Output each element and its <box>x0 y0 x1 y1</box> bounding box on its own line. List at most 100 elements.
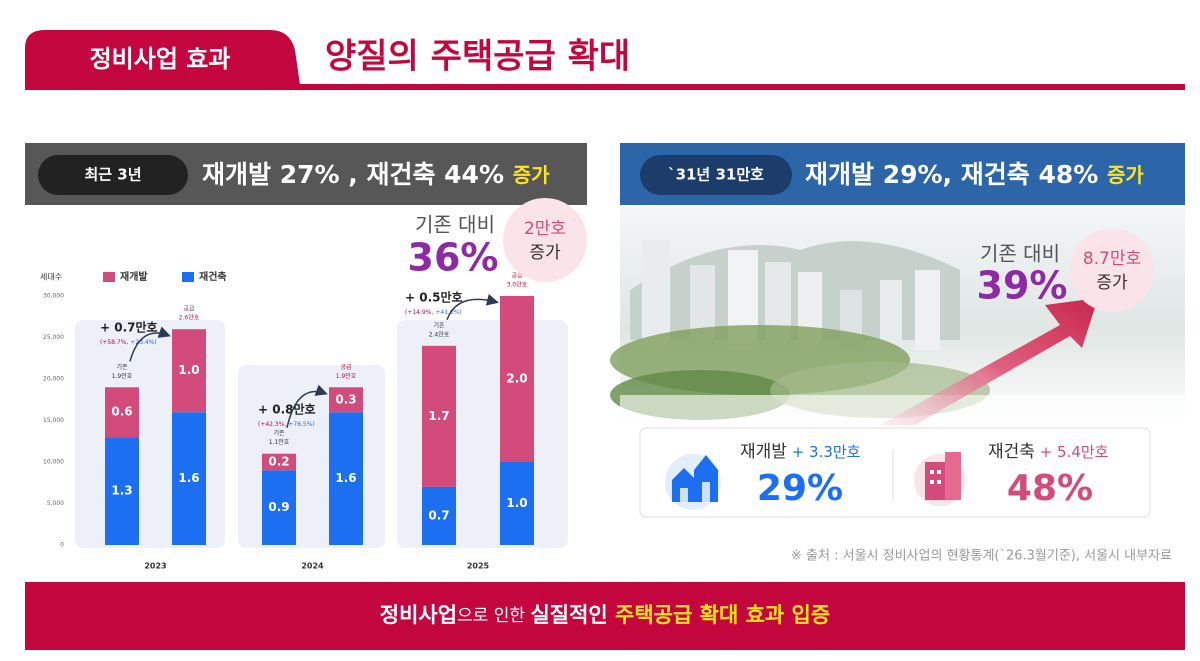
bar-segment <box>422 345 456 487</box>
stat-name: 재개발 <box>740 442 787 462</box>
value-label: 0.2 <box>268 455 289 469</box>
value-label: 0.9 <box>268 500 289 514</box>
bubble-text: 증가 <box>1096 273 1128 293</box>
increase-label: + 0.7만호 <box>100 320 158 335</box>
bar-segment <box>172 412 206 545</box>
bar-segment <box>329 387 363 413</box>
bar-segment <box>105 437 139 545</box>
value-label: 1.6 <box>178 471 199 485</box>
right-badge-text: `31년 31만호 <box>668 166 764 184</box>
bar-annotation-total: 1.9만호 <box>112 372 133 380</box>
bar-annotation-kind: 기존 <box>433 321 445 329</box>
y-tick-label: 20,000 <box>43 376 64 383</box>
bubble-text: 8.7만호 <box>1083 249 1141 269</box>
bar-segment <box>422 486 456 545</box>
footer-text: 정비사업으로 인한 실질적인 주택공급 확대 효과 입증 <box>380 603 830 627</box>
bar-annotation-kind: 기존 <box>273 429 285 437</box>
header-rule <box>25 84 1185 90</box>
increase-pct: (+58.7%, +23.4%) <box>100 339 157 346</box>
footer-part: 실질적인 <box>530 603 615 627</box>
legend-swatch <box>182 272 194 282</box>
bar-segment <box>262 453 296 471</box>
stat-label: 재건축 + 5.4만호 <box>988 442 1109 462</box>
legend-swatch <box>103 272 115 282</box>
compare-value: 36% <box>408 236 499 280</box>
stat-value: 48% <box>1007 468 1093 509</box>
value-label: 1.0 <box>506 496 527 510</box>
bar-segment <box>500 296 534 462</box>
bar-segment <box>329 412 363 545</box>
stat-delta: + 5.4만호 <box>1035 443 1109 461</box>
chart: 세대수 재개발 재건축 0 5,000 10,000 15,000 20,000 25,000 3… <box>40 270 568 571</box>
increase-label: + 0.5만호 <box>405 290 463 305</box>
right-badge <box>640 155 792 195</box>
headline-suffix: 증가 <box>1107 163 1144 187</box>
left-headline: 재개발 27% , 재건축 44% 증가 <box>202 160 550 189</box>
footer-part: 정비사업 <box>380 603 457 627</box>
value-label: 1.3 <box>111 484 132 498</box>
right-headline: 재개발 29%, 재건축 48% 증가 <box>805 160 1144 189</box>
stats-box <box>639 427 1151 518</box>
y-tick-label: 5,000 <box>47 500 64 507</box>
value-label: 2.0 <box>506 372 527 386</box>
left-badge-text: 최근 3년 <box>84 166 141 184</box>
x-group-label: 2023 <box>144 562 166 571</box>
x-group-label: 2024 <box>301 562 324 571</box>
increase-arrow <box>129 326 171 362</box>
bubble-text: 증가 <box>529 243 561 263</box>
bar-annotation-total: 1.1만호 <box>269 438 290 446</box>
compare-value: 39% <box>977 264 1068 308</box>
y-tick-label: 25,000 <box>43 334 64 341</box>
legend-label: 재개발 <box>120 270 148 283</box>
headline-text: 재개발 29%, 재건축 48% <box>805 160 1107 189</box>
header-title: 양질의 주택공급 확대 <box>325 37 630 77</box>
headline-suffix: 증가 <box>513 163 550 187</box>
footer-part: 주택공급 확대 효과 입증 <box>615 603 830 627</box>
bar-segment <box>172 329 206 413</box>
pct-redevelop: (+14.9%, <box>405 309 433 316</box>
value-label: 1.7 <box>428 409 449 423</box>
compare-label: 기존 대비 <box>415 213 495 237</box>
bar-annotation-kind: 공급 <box>340 364 352 371</box>
icon-building <box>914 452 966 506</box>
header-tab <box>25 30 300 85</box>
increase-pct: (+42.3%, +76.5%) <box>258 421 315 428</box>
increase-arrow <box>446 293 499 321</box>
bar-annotation-total: 2.6만호 <box>179 314 200 322</box>
icon-houses <box>665 454 721 510</box>
pct-rebuild: +23.4%) <box>130 339 156 346</box>
pct-redevelop: (+42.3%, <box>258 421 286 428</box>
stat-value: 29% <box>757 468 843 509</box>
value-label: 0.6 <box>111 405 132 419</box>
increase-label: + 0.8만호 <box>258 402 316 417</box>
bar-annotation-total: 1.9만호 <box>336 372 357 380</box>
footer-band <box>25 582 1185 650</box>
y-tick-label: 10,000 <box>43 459 64 466</box>
value-label: 1.0 <box>178 363 199 377</box>
stat-delta: + 3.3만호 <box>787 443 861 461</box>
headline-text: 재개발 27% , 재건축 44% <box>202 160 513 189</box>
left-badge <box>38 155 188 195</box>
y-tick-label: 30,000 <box>43 293 64 300</box>
pct-redevelop: (+58.7%, <box>100 339 128 346</box>
value-label: 0.7 <box>428 508 449 522</box>
bar-annotation-total: 3.0만호 <box>507 281 528 289</box>
stat-label: 재개발 + 3.3만호 <box>740 442 861 462</box>
pct-rebuild: +41.0%) <box>435 309 461 316</box>
compare-label: 기존 대비 <box>980 242 1060 266</box>
header-tab-text: 정비사업 효과 <box>90 45 231 73</box>
bar-segment <box>262 470 296 545</box>
pct-rebuild: +76.5%) <box>288 421 314 428</box>
increase-arrow <box>286 384 328 428</box>
stat-name: 재건축 <box>988 442 1035 462</box>
footer-part: 으로 인한 <box>457 606 530 626</box>
increase-pct: (+14.9%, +41.0%) <box>405 309 462 316</box>
y-tick-label: 15,000 <box>43 417 64 424</box>
bubble <box>503 198 587 282</box>
y-axis-label: 세대수 <box>40 273 62 282</box>
x-group-label: 2025 <box>467 562 490 571</box>
value-label: 0.3 <box>335 392 356 406</box>
legend-label: 재건축 <box>199 270 227 283</box>
